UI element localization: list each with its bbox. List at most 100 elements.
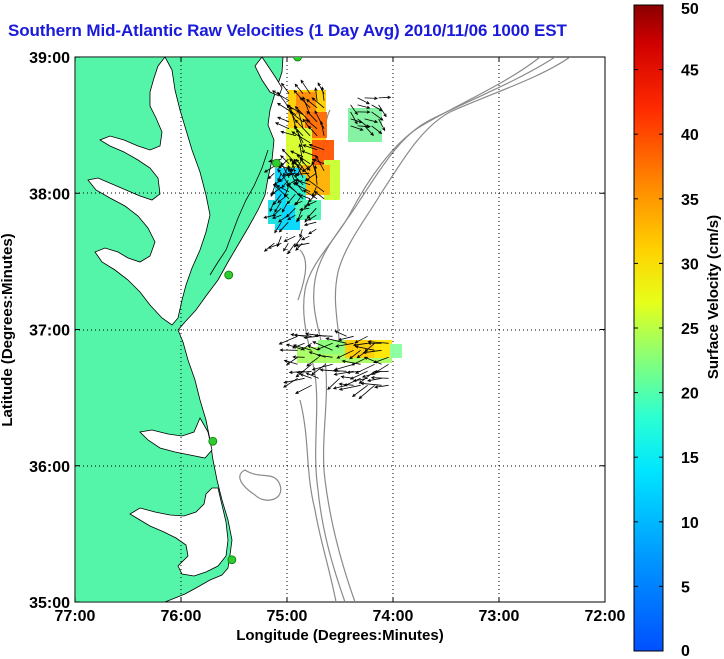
velocity-arrow (378, 104, 387, 118)
bathymetry-contours (239, 57, 571, 602)
velocity-arrow (277, 168, 290, 186)
velocity-arrow (294, 124, 304, 143)
colorbar-tick-label: 0 (681, 643, 690, 659)
velocity-arrow (295, 363, 312, 378)
velocity-arrow (272, 207, 282, 217)
colorbar-tick-label: 25 (681, 321, 699, 338)
velocity-arrow (299, 207, 310, 211)
velocity-arrow (354, 335, 368, 344)
velocity-arrow (286, 343, 305, 351)
y-axis-label: Latitude (Degrees:Minutes) (0, 233, 16, 426)
y-tick-label: 35:00 (29, 595, 70, 612)
velocity-arrow (307, 125, 318, 137)
velocity-arrow (306, 356, 319, 367)
velocity-arrow (352, 342, 368, 347)
velocity-arrow (278, 335, 298, 345)
velocity-arrow (289, 159, 296, 173)
velocity-arrow (281, 201, 289, 213)
velocity-arrow (263, 214, 275, 219)
velocity-arrow (306, 200, 317, 206)
velocity-arrow (371, 125, 383, 135)
colorbar-tick-label: 50 (681, 1, 699, 18)
velocity-arrow (272, 183, 290, 200)
velocity-arrow (360, 381, 382, 386)
velocity-arrow (332, 369, 347, 373)
velocity-arrow (362, 349, 382, 354)
velocity-arrow (277, 116, 290, 123)
velocity-arrow (338, 384, 361, 391)
velocity-arrow (304, 172, 317, 182)
velocity-arrow (333, 363, 354, 371)
velocity-arrow (307, 214, 317, 221)
velocity-arrow (283, 377, 298, 388)
velocity-arrow (263, 165, 275, 173)
velocity-arrow (311, 187, 317, 198)
colorbar-tick-label: 30 (681, 256, 699, 273)
velocity-arrow (305, 119, 318, 130)
velocity-arrow (294, 179, 303, 185)
velocity-arrow (296, 193, 311, 200)
velocity-arrow (276, 102, 297, 116)
velocity-arrow (361, 370, 382, 378)
velocity-arrow (294, 119, 311, 137)
delmarva-coast (209, 149, 269, 276)
velocity-arrow (304, 214, 310, 223)
velocity-arrow (305, 372, 319, 379)
velocity-arrow (296, 128, 304, 150)
velocity-arrow (312, 341, 333, 351)
velocity-arrow (354, 345, 375, 351)
velocity-arrow (336, 349, 354, 359)
velocity-arrow (357, 110, 371, 114)
velocity-arrow (357, 124, 371, 129)
station-marker (293, 57, 302, 62)
velocity-arrow (311, 363, 333, 371)
velocity-arrow (371, 111, 384, 121)
velocity-arrow (303, 221, 317, 227)
velocity-arrow (294, 83, 304, 95)
colorbar-ticks: 0 5 10 15 20 25 30 35 40 45 50 (634, 1, 699, 659)
velocity-arrow (288, 370, 305, 374)
velocity-arrow (306, 158, 317, 171)
velocity-arrow (267, 172, 275, 180)
velocity-arrow (313, 164, 318, 185)
velocity-arrow (283, 359, 298, 365)
velocity-arrow (296, 154, 311, 165)
velocity-arrow (283, 166, 289, 177)
velocity-arrow (297, 108, 304, 129)
velocity-arrow (338, 382, 354, 386)
colorbar-tick-label: 40 (681, 127, 699, 144)
velocity-arrow (281, 179, 289, 189)
velocity-arrow (378, 95, 392, 100)
velocity-arrow (302, 165, 310, 173)
velocity-arrow (307, 345, 319, 351)
station-marker (227, 555, 237, 565)
velocity-arrow (283, 242, 289, 252)
velocity-arrow (295, 214, 303, 223)
velocity-arrow (304, 200, 310, 209)
velocity-arrow (333, 370, 354, 376)
y-tick-label: 36:00 (29, 459, 70, 476)
velocity-arrow (327, 378, 340, 391)
velocity-arrow (280, 155, 290, 165)
velocity-arrow (292, 344, 312, 351)
velocity-arrow (302, 189, 318, 200)
velocity-arrow (301, 150, 318, 158)
velocity-arrow (289, 106, 297, 129)
velocity-arrow (271, 90, 290, 102)
x-tick-label: 73:00 (479, 608, 520, 625)
velocity-arrow (357, 97, 370, 105)
velocity-arrow (314, 87, 318, 101)
velocity-arrow (364, 125, 374, 136)
y-tick-label: 39:00 (29, 50, 70, 67)
velocity-arrow (320, 86, 325, 101)
x-tick-label: 74:00 (373, 608, 414, 625)
velocity-arrow (308, 143, 325, 151)
velocity-arrow (302, 144, 318, 151)
velocity-arrow (287, 179, 296, 186)
velocity-arrow (296, 158, 303, 168)
velocity-arrow (277, 173, 282, 182)
velocity-arrow (278, 221, 289, 233)
velocity-arrow (308, 351, 326, 358)
velocity-arrow (363, 356, 382, 365)
